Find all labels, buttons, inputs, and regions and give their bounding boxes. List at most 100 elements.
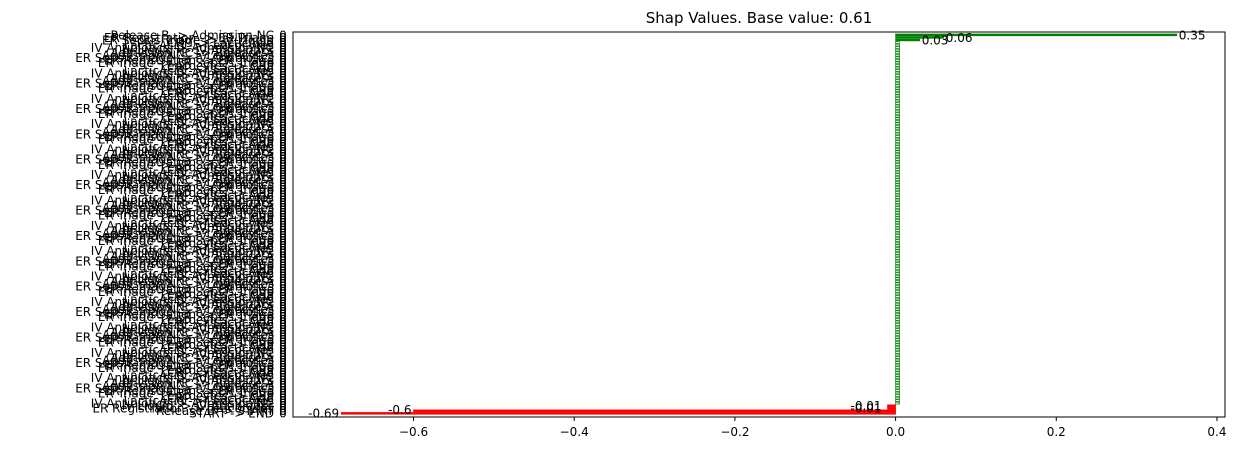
y-row-value: 0 bbox=[279, 259, 287, 273]
y-row-value: 0 bbox=[279, 239, 287, 253]
bar bbox=[895, 295, 900, 298]
y-tick-label: IV Liquid -> IV Antibiotics bbox=[122, 348, 274, 362]
y-row-value: 0 bbox=[279, 112, 287, 126]
y-tick-label: LacticAcid -> Leucocytes bbox=[124, 292, 274, 306]
bar bbox=[895, 114, 900, 118]
y-tick-label: IV Antibiotics -> Admission NC bbox=[91, 193, 274, 207]
bar bbox=[895, 71, 900, 75]
bar bbox=[895, 401, 900, 405]
value-labels-layer: 0.350.060.03-0.01-0.01-0.6-0.69 bbox=[308, 28, 1205, 420]
bar bbox=[895, 307, 900, 311]
plot-frame bbox=[292, 31, 1226, 418]
y-row-value: 0 bbox=[279, 277, 287, 291]
y-row-value: 0 bbox=[279, 165, 287, 179]
bar bbox=[895, 137, 900, 141]
y-tick-label: ER Registration -> ER Triage bbox=[104, 358, 274, 372]
y-row-value: 0 bbox=[279, 356, 287, 370]
y-tick-label: CRP -> LacticAcid bbox=[167, 290, 274, 304]
y-row-value: 0 bbox=[279, 353, 287, 367]
bar bbox=[895, 56, 900, 59]
y-row-value: 0 bbox=[279, 148, 287, 162]
y-tick-label: Leucocytes -> CRP bbox=[161, 135, 274, 149]
x-axis: −0.6 −0.4 −0.2 0.0 0.2 0.4 bbox=[399, 417, 1227, 439]
bar bbox=[887, 407, 896, 410]
y-row-value: 0 bbox=[279, 145, 287, 159]
y-row-value: 0 bbox=[279, 120, 287, 134]
y-tick-label: ER Triage -> ER Sepsis Triage bbox=[98, 310, 274, 324]
value-label: 0.03 bbox=[922, 33, 949, 47]
y-row-value: 0 bbox=[279, 71, 287, 85]
bar bbox=[895, 325, 900, 329]
y-row-value: 0 bbox=[279, 391, 287, 405]
bar bbox=[340, 412, 896, 415]
y-tick-label: CRP -> LacticAcid bbox=[167, 315, 274, 329]
y-tick-label: Admission NC -> Leucocytes bbox=[102, 125, 274, 139]
y-tick-label: CRP -> LacticAcid bbox=[167, 36, 274, 50]
bar bbox=[895, 239, 900, 242]
bar bbox=[895, 257, 900, 260]
y-tick-label: IV Antibiotics -> Admission NC bbox=[91, 168, 274, 182]
bar bbox=[895, 170, 900, 174]
y-tick-label: LacticAcid -> Leucocytes bbox=[124, 369, 274, 383]
y-tick-label: ER Sepsis Triage -> IV Antibiotics bbox=[75, 178, 274, 192]
y-row-value: 0 bbox=[279, 325, 287, 339]
y-row-value: 0 bbox=[279, 193, 287, 207]
bar bbox=[895, 386, 900, 390]
bar bbox=[895, 145, 900, 148]
bar bbox=[895, 206, 900, 209]
y-tick-label: ER Registration -> ER Triage bbox=[104, 181, 274, 195]
y-tick-label: Admission NC -> Release A bbox=[110, 351, 274, 365]
bar bbox=[895, 135, 900, 138]
y-tick-label: Admission NC -> Leucocytes bbox=[102, 277, 274, 291]
bar bbox=[895, 99, 900, 103]
y-tick-label: Admission NC -> Release A bbox=[110, 148, 274, 162]
bar bbox=[895, 290, 900, 293]
bar bbox=[895, 74, 900, 77]
y-tick-label: Leucocytes -> CRP bbox=[161, 160, 274, 174]
y-tick-label: IV Antibiotics -> Admission NC bbox=[91, 143, 274, 157]
y-tick-label: CRP -> LacticAcid bbox=[167, 87, 274, 101]
y-tick-label: Admission NC -> Leucocytes bbox=[102, 99, 274, 113]
bar bbox=[895, 396, 900, 400]
bar bbox=[895, 315, 900, 319]
y-tick-label: IV Liquid -> IV Antibiotics bbox=[122, 272, 274, 286]
y-tick-label: IV Liquid -> IV Antibiotics bbox=[122, 247, 274, 261]
bar bbox=[895, 264, 900, 268]
bar bbox=[895, 361, 900, 364]
bar bbox=[895, 389, 900, 392]
bar bbox=[895, 175, 900, 179]
value-label: 0.06 bbox=[946, 31, 973, 45]
y-row-value: 0 bbox=[279, 267, 287, 281]
chart-title: Shap Values. Base value: 0.61 bbox=[646, 9, 873, 27]
y-tick-label: Leucocytes -> CRP bbox=[161, 211, 274, 225]
y-tick-label: Admission NC -> Release A bbox=[110, 300, 274, 314]
y-row-value: 0 bbox=[279, 292, 287, 306]
bar bbox=[895, 219, 900, 222]
y-row-value: 0 bbox=[279, 348, 287, 362]
y-tick-label: LacticAcid -> Leucocytes bbox=[124, 165, 274, 179]
y-row-value: 0 bbox=[279, 257, 287, 271]
y-tick-label: LacticAcid -> Leucocytes bbox=[124, 115, 274, 129]
y-tick-label: ER Registration -> Leucocytes bbox=[92, 402, 274, 416]
bar bbox=[895, 211, 900, 214]
y-tick-label: Admission NC -> Leucocytes bbox=[102, 201, 274, 215]
bar bbox=[895, 328, 900, 331]
y-row-value: 0 bbox=[279, 361, 287, 375]
y-row-value: 0 bbox=[279, 384, 287, 398]
bar bbox=[887, 404, 896, 407]
y-tick-label: IV Liquid -> IV Antibiotics bbox=[122, 44, 274, 58]
y-tick-label: ER Triage -> ER Sepsis Triage bbox=[98, 209, 274, 223]
y-tick-label: IV Antibiotics -> Admission NC bbox=[91, 320, 274, 334]
y-row-value: 0 bbox=[279, 280, 287, 294]
y-row-value: 0 bbox=[279, 285, 287, 299]
bar bbox=[895, 234, 900, 237]
bar bbox=[895, 180, 900, 184]
y-tick-label: Admission NC -> Leucocytes bbox=[102, 150, 274, 164]
y-tick-label: ER Sepsis Triage -> IV Antibiotics bbox=[75, 153, 274, 167]
y-row-value: 0 bbox=[279, 61, 287, 75]
y-row-value: 0 bbox=[279, 369, 287, 383]
y-tick-label: ER Sepsis Triage -> IV Antibiotics bbox=[75, 331, 274, 345]
y-row-value: 0 bbox=[279, 127, 287, 141]
bar bbox=[895, 53, 900, 57]
